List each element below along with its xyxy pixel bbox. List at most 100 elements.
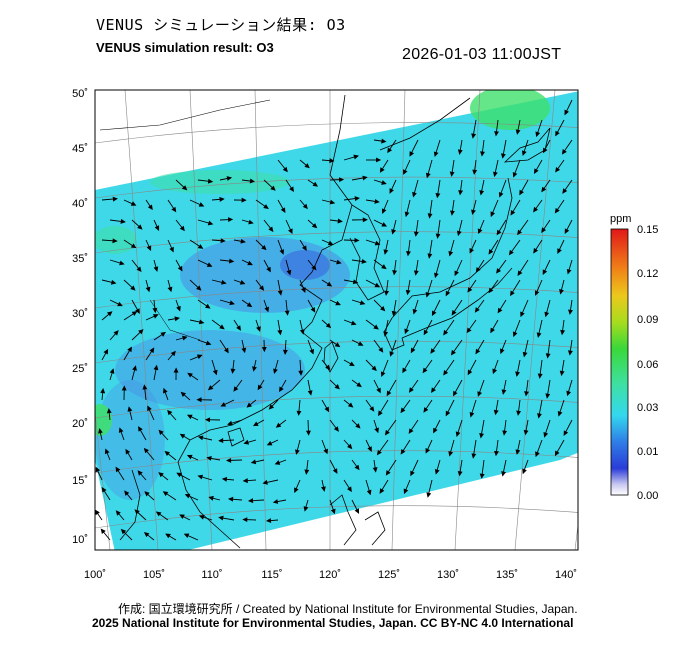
high-patch-northwest — [95, 226, 137, 254]
lat-tick-30: 30˚ — [72, 308, 88, 320]
colorbar-tick-0.12: 0.12 — [637, 268, 658, 280]
wind-vector-head — [508, 249, 514, 256]
wind-vector-head — [173, 367, 179, 373]
wind-vector-head — [136, 266, 142, 273]
map-area — [95, 90, 578, 550]
wind-vector-head — [282, 166, 288, 173]
wind-vector-head — [311, 223, 318, 229]
wind-vector-head — [242, 478, 248, 484]
footer-credit: 作成: 国立環境研究所 / Created by National Instit… — [118, 602, 578, 616]
wind-vector-head — [379, 167, 385, 173]
wind-vector-head — [404, 211, 410, 218]
wind-vector-head — [392, 270, 398, 276]
wind-vector-head — [261, 244, 267, 251]
wind-vector-head — [384, 290, 390, 296]
wind-vector-head — [334, 384, 340, 390]
wind-vector-head — [187, 372, 193, 378]
wind-vector-head — [309, 348, 315, 355]
wind-vector-head — [566, 268, 572, 275]
wind-vector-head — [516, 410, 522, 416]
wind-vector-head — [270, 185, 276, 191]
wind-vector-head — [127, 406, 133, 412]
wind-vector-head — [542, 269, 548, 276]
wind-vector-head — [249, 178, 255, 184]
wind-vector-head — [228, 258, 235, 264]
wind-vector-head — [241, 197, 247, 203]
wind-vector-head — [448, 250, 454, 257]
wind-vector-head — [400, 407, 406, 414]
wind-vector-head — [454, 270, 459, 277]
wind-vector-head — [353, 154, 359, 160]
wind-vector-head — [240, 238, 246, 244]
wind-vector-head — [512, 331, 518, 338]
wind-vector-head — [515, 371, 520, 377]
wind-vector-head — [279, 386, 284, 393]
wind-vector-head — [427, 213, 433, 219]
wind-vector-head — [497, 307, 503, 314]
wind-vector-head — [325, 364, 331, 371]
wind-vector-head — [501, 471, 507, 477]
wind-vector-head — [510, 209, 516, 216]
wind-vector-head — [219, 324, 225, 330]
wind-vector-head — [349, 361, 355, 367]
colorbar-tick-0.01: 0.01 — [637, 446, 658, 458]
wind-vector-head — [350, 320, 357, 326]
wind-vector-head — [206, 455, 212, 461]
wind-vector-head — [535, 451, 540, 458]
wind-vector-head — [385, 470, 391, 476]
wind-vector-head — [197, 435, 204, 441]
wind-vector-head — [355, 423, 361, 429]
wind-vector-head — [347, 443, 353, 450]
wind-vector-head — [233, 386, 239, 392]
wind-vector-head — [406, 250, 411, 257]
wind-vector-head — [494, 450, 499, 457]
wind-vector-head — [127, 346, 132, 353]
lat-tick-50: 50˚ — [72, 88, 88, 100]
wind-vector-head — [517, 270, 523, 276]
wind-vector-head — [536, 332, 542, 338]
wind-vector-head — [383, 249, 389, 255]
wind-vector-head — [112, 196, 118, 202]
wind-vector-head — [422, 367, 428, 374]
wind-vector-head — [354, 464, 360, 471]
wind-vector-head — [149, 347, 155, 354]
wind-vector-head — [515, 449, 521, 455]
wind-vector-head — [253, 421, 259, 427]
wind-vector-head — [242, 517, 248, 523]
wind-vector-head — [381, 208, 387, 214]
wind-vector-head — [301, 245, 307, 251]
wind-vector-head — [391, 310, 397, 317]
wind-vector-head — [261, 347, 267, 353]
wind-vector-head — [555, 167, 561, 173]
wind-vector-head — [435, 233, 441, 239]
wind-vector-head — [496, 268, 502, 274]
wind-vector-head — [198, 319, 205, 325]
lon-tick-115: 115˚ — [261, 569, 282, 581]
wind-vector-head — [381, 180, 387, 185]
wind-vector-head — [169, 246, 174, 253]
wind-vector-head — [537, 413, 542, 419]
wind-vector-head — [239, 279, 246, 285]
wind-vector-head — [327, 240, 334, 246]
wind-vector-head — [307, 390, 313, 396]
wind-vectors — [95, 99, 573, 541]
wind-vector-head — [412, 308, 418, 315]
lon-tick-120: 120˚ — [319, 569, 341, 581]
wind-vector-head — [147, 405, 152, 412]
wind-vector-head — [268, 226, 274, 233]
wind-vector-head — [500, 153, 506, 159]
wind-vector-head — [369, 406, 375, 412]
wind-vector-head — [524, 391, 529, 397]
wind-vector-head — [184, 493, 191, 499]
wind-vector-head — [563, 430, 569, 437]
lat-tick-20: 20˚ — [72, 418, 88, 430]
colorbar: ppm 0.15 0.12 0.09 0.06 0.03 0.01 0.00 — [610, 213, 658, 502]
wind-vector-head — [374, 199, 380, 204]
wind-vector-head — [324, 406, 330, 413]
wind-vector-head — [146, 245, 152, 252]
wind-vector-head — [457, 471, 463, 477]
wind-vector-head — [443, 329, 449, 336]
wind-vector-head — [284, 310, 290, 316]
wind-vector-head — [179, 514, 185, 520]
